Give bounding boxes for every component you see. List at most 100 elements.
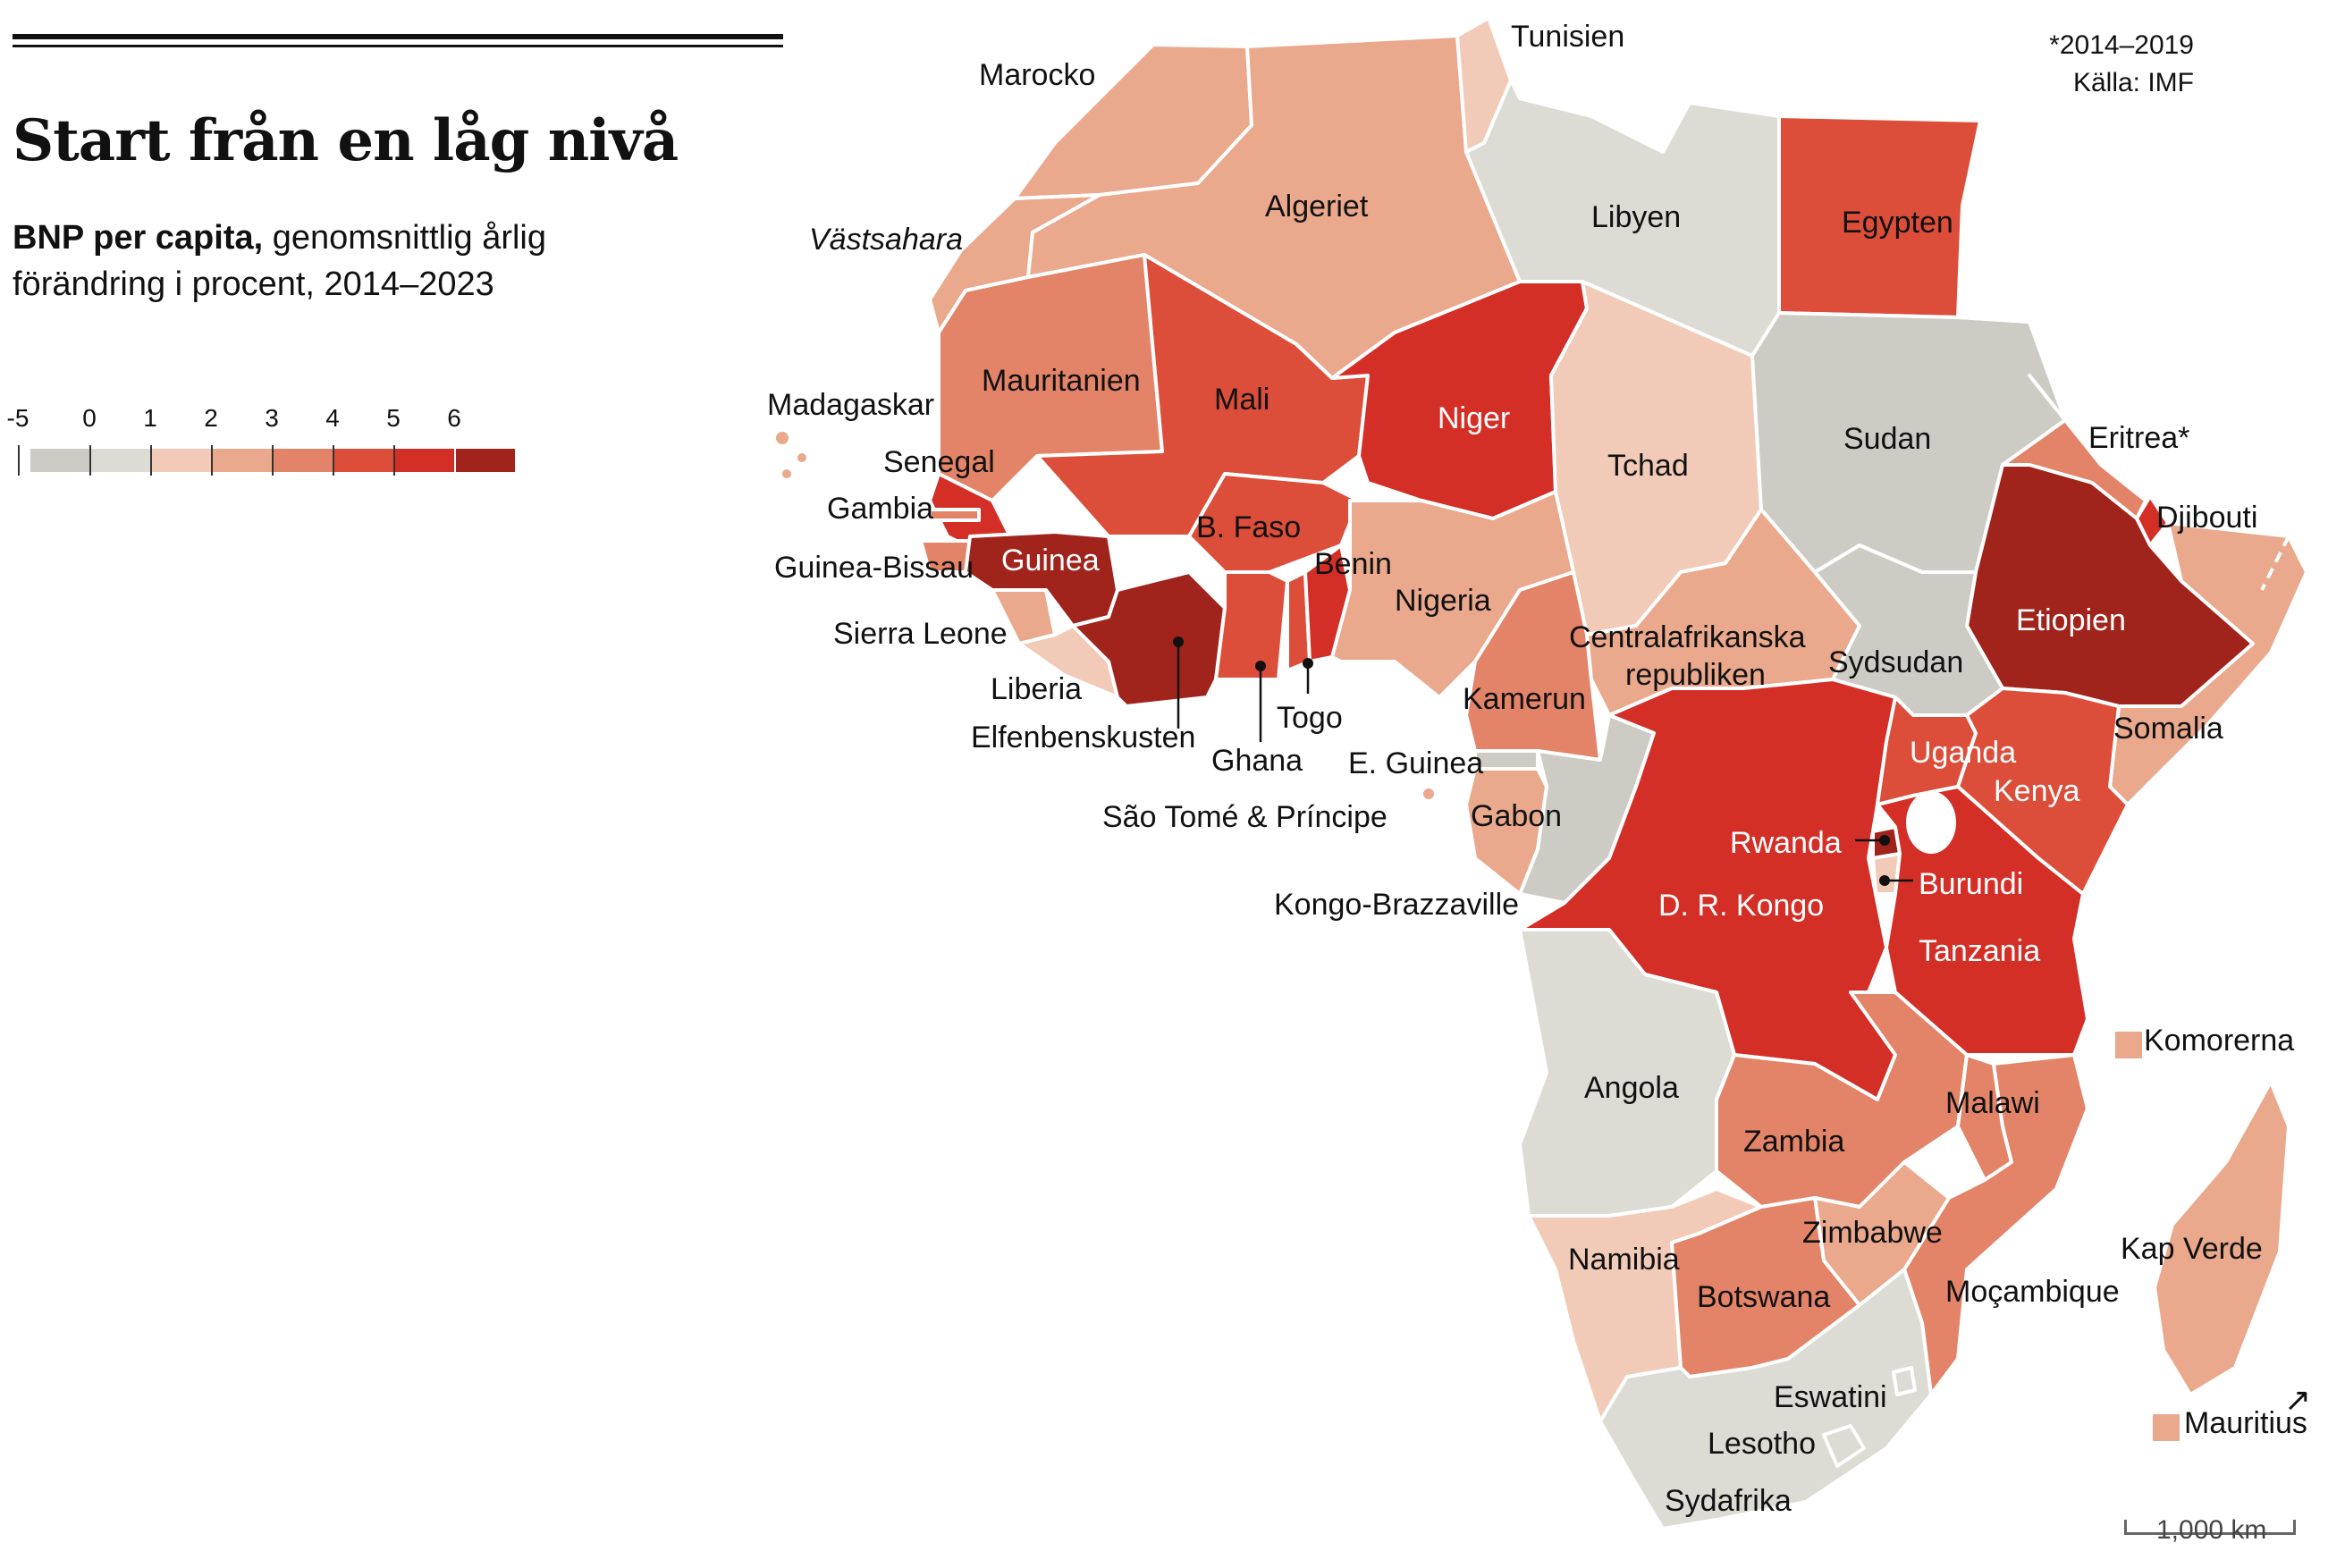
label-drc: D. R. Kongo <box>1658 889 1824 923</box>
label-uganda: Uganda <box>1910 736 2016 770</box>
label-senegal: Senegal <box>883 445 995 479</box>
country-ivory-coast[interactable] <box>1071 570 1227 708</box>
label-ghana: Ghana <box>1211 744 1303 778</box>
country-lesotho[interactable] <box>1822 1424 1866 1468</box>
legend-swatch <box>30 449 89 472</box>
country-eq-guinea[interactable] <box>1473 749 1539 771</box>
country-gambia[interactable] <box>928 508 981 522</box>
label-sierra-leone: Sierra Leone <box>833 617 1008 651</box>
legend-tick-label: 0 <box>82 404 97 432</box>
country-egypt[interactable] <box>1777 114 1982 319</box>
label-cape-verde: Madagaskar <box>767 388 934 422</box>
legend-tick-label: -5 <box>6 404 30 432</box>
label-tanzania: Tanzania <box>1919 934 2040 968</box>
label-djibouti: Djibouti <box>2156 501 2257 535</box>
label-kenya: Kenya <box>1994 774 2079 808</box>
legend-tick-mark <box>272 445 274 476</box>
leader-dot-ghana <box>1255 661 1266 671</box>
label-car-line1: Centralafrikanska <box>1569 620 1806 654</box>
label-south-africa: Sydafrika <box>1665 1484 1792 1518</box>
country-eswatini[interactable] <box>1892 1366 1917 1396</box>
label-lesotho: Lesotho <box>1708 1427 1816 1461</box>
label-burkina-faso: B. Faso <box>1196 510 1301 544</box>
subtitle-bold: BNP per capita, <box>13 219 264 257</box>
footnote: *2014–2019 <box>2049 30 2194 60</box>
label-liberia: Liberia <box>991 672 1082 706</box>
source-note: Källa: IMF <box>2072 68 2194 97</box>
chart-title: Start från en låg nivå <box>13 107 679 174</box>
label-eq-guinea: E. Guinea <box>1348 746 1483 780</box>
label-cameroon: Kamerun <box>1463 682 1586 716</box>
legend-tick-label: 1 <box>143 404 157 432</box>
label-sudan: Sudan <box>1843 422 1931 456</box>
legend-swatch <box>91 449 150 472</box>
label-benin: Benin <box>1314 547 1392 581</box>
label-western-sahara: Västsahara <box>809 223 963 257</box>
label-mali: Mali <box>1214 383 1269 417</box>
label-nigeria: Nigeria <box>1395 584 1491 618</box>
label-congo-brazzaville: Kongo-Brazzaville <box>1274 888 1519 922</box>
label-guinea-bissau: Guinea-Bissau <box>774 551 974 585</box>
scale-label: 1,000 km <box>2156 1515 2267 1545</box>
notes: *2014–2019 Källa: IMF <box>2049 27 2194 102</box>
country-kenya[interactable] <box>1956 687 2130 896</box>
country-sao-tome[interactable] <box>1420 785 1438 803</box>
label-libya: Libyen <box>1591 200 1681 234</box>
label-algeria: Algeriet <box>1265 190 1369 223</box>
legend-tick-label: 3 <box>265 404 279 432</box>
country-cape-verde-islet[interactable] <box>779 466 795 482</box>
legend-tick-label: 4 <box>325 404 340 432</box>
leader-dot-ivory-coast <box>1173 636 1184 647</box>
label-togo: Togo <box>1277 701 1343 735</box>
country-south-africa[interactable] <box>1598 1268 1933 1530</box>
legend-swatch <box>334 449 393 472</box>
legend-tick-label: 5 <box>386 404 401 432</box>
legend-swatch <box>213 449 272 472</box>
header-rule-thin <box>13 45 783 47</box>
label-eritrea: Eritrea* <box>2088 421 2189 455</box>
label-gambia: Gambia <box>827 492 933 526</box>
label-sao-tome: São Tomé & Príncipe <box>1102 800 1388 834</box>
label-rwanda: Rwanda <box>1730 826 1842 860</box>
label-somalia: Somalia <box>2113 712 2223 746</box>
label-guinea: Guinea <box>1001 544 1100 577</box>
label-car-line2: republiken <box>1625 658 1766 692</box>
label-chad: Tchad <box>1607 449 1689 483</box>
leader-dot-burundi <box>1879 875 1890 886</box>
label-namibia: Namibia <box>1568 1243 1680 1277</box>
subtitle-rest: genomsnittlig årlig förändring i procent… <box>13 219 547 303</box>
legend-swatch <box>152 449 211 472</box>
label-mauritius: Mauritius <box>2184 1406 2307 1440</box>
legend-tick-mark <box>393 445 395 476</box>
country-labels: Marocko Tunisien Algeriet Libyen Egypten… <box>767 20 2263 1518</box>
legend-swatch <box>395 449 454 472</box>
legend-tick-mark <box>18 445 20 476</box>
cape-verde-islands <box>772 428 810 482</box>
disputed-border-somaliland <box>2260 535 2290 591</box>
label-tunisia: Tunisien <box>1511 20 1624 54</box>
legend-tick-label: 6 <box>447 404 461 432</box>
label-mozambique: Moçambique <box>1945 1275 2120 1309</box>
legend-swatch <box>274 449 333 472</box>
legend-tick-mark <box>89 445 91 476</box>
label-botswana: Botswana <box>1697 1280 1830 1314</box>
label-zimbabwe: Zimbabwe <box>1802 1216 1943 1250</box>
legend-tick-label: 2 <box>204 404 218 432</box>
country-cape-verde[interactable] <box>772 428 792 448</box>
header-rule-thick <box>13 34 783 39</box>
legend-tick-mark <box>211 445 213 476</box>
label-madagascar: Kap Verde <box>2121 1232 2263 1266</box>
country-cape-verde-islet[interactable] <box>794 450 810 466</box>
label-angola: Angola <box>1584 1071 1679 1105</box>
country-madagascar[interactable] <box>2153 1080 2290 1396</box>
label-morocco: Marocko <box>979 58 1095 92</box>
country-ghana[interactable] <box>1214 570 1289 681</box>
disputed-border-west-sahara <box>1014 193 1101 200</box>
mauritius-arrow-icon: ↗ <box>2284 1381 2312 1418</box>
label-ethiopia: Etiopien <box>2016 603 2126 637</box>
label-mauritania: Mauritanien <box>982 364 1141 398</box>
label-eswatini: Eswatini <box>1774 1380 1887 1414</box>
leader-dot-togo <box>1303 658 1313 669</box>
